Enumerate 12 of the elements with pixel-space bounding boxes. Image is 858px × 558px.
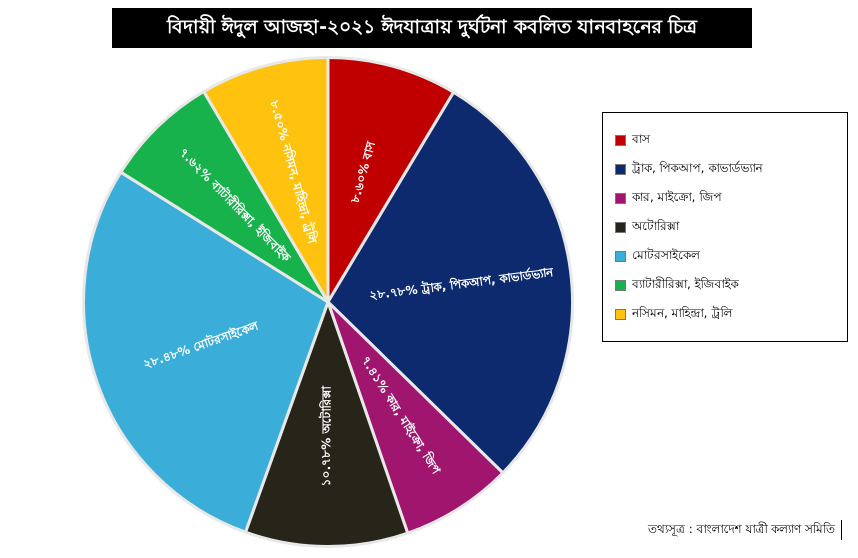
legend-label: ব্যাটারীরিক্সা, ইজিবাইক bbox=[632, 276, 739, 293]
legend-label: নসিমন, মাহিন্দ্রা, ট্রলি bbox=[632, 304, 732, 322]
legend-label: কার, মাইক্রো, জিপ bbox=[632, 189, 722, 206]
legend-label: অটোরিক্সা bbox=[632, 218, 679, 235]
legend-label: ট্রাক, পিকআপ, কাভার্ডভ্যান bbox=[632, 160, 762, 177]
data-label: ৮.৬০% বাস bbox=[348, 139, 378, 206]
legend-label: বাস bbox=[632, 131, 650, 148]
text: তথ্যসূত্র : বাংলাদেশ যাত্রী কল্যাণ সমিতি bbox=[648, 520, 842, 540]
legend-label: মোটরসাইকেল bbox=[632, 246, 700, 264]
chart-title: বিদায়ী ঈদুল আজহা-২০২১ ঈদযাত্রায় দুর্ঘটনা কবলিত যানবাহনের চিত্র bbox=[112, 8, 752, 48]
data-label: ২৮.৭৮% ট্রাক, পিকআপ, কাভার্ডভ্যান bbox=[368, 264, 555, 303]
data-label: ১০.৭৮% অটোরিক্সা bbox=[318, 386, 334, 486]
